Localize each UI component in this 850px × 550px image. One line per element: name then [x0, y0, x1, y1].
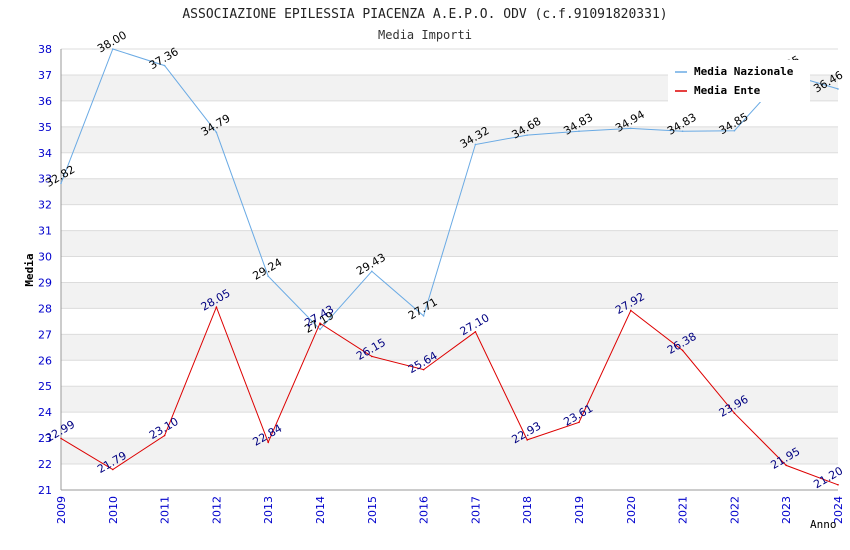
grid-bands: [60, 48, 838, 491]
y-tick-label: 24: [38, 406, 52, 419]
data-point: [371, 355, 373, 358]
data-point: [837, 484, 839, 486]
x-tick-label: 2012: [210, 496, 223, 524]
chart-title: ASSOCIAZIONE EPILESSIA PIACENZA A.E.P.O.…: [182, 7, 667, 22]
data-point: [267, 275, 270, 278]
x-tick-label: 2018: [521, 496, 534, 524]
data-point: [60, 437, 62, 440]
grid-band: [61, 386, 838, 413]
data-point: [163, 64, 166, 67]
y-tick-label: 32: [38, 199, 52, 212]
x-tick-label: 2022: [728, 496, 741, 524]
legend-label-nazionale: Media Nazionale: [694, 65, 794, 78]
x-tick-label: 2009: [55, 496, 68, 524]
x-tick-label: 2013: [262, 496, 275, 524]
series-layer: [60, 48, 839, 486]
grid-band: [61, 438, 838, 465]
y-tick-label: 28: [38, 302, 52, 315]
y-tick-label: 30: [38, 251, 52, 264]
data-point: [319, 322, 321, 324]
data-point: [60, 182, 62, 185]
data-point: [578, 421, 580, 424]
data-point: [630, 127, 632, 130]
data-point: [422, 315, 425, 317]
x-tick-label: 2011: [159, 496, 172, 524]
x-axis-ticks: 2009 2010 2011 2012 2013 2014 2015 2016 2017 2018…: [55, 496, 845, 524]
y-tick-label: 37: [38, 69, 52, 82]
series-line-1: [60, 305, 839, 486]
x-tick-label: 2010: [107, 496, 120, 524]
series-line-0: [60, 48, 839, 331]
y-axis-label: Media: [23, 253, 36, 286]
x-axis-label: Anno: [810, 518, 837, 531]
x-tick-label: 2017: [469, 496, 482, 524]
data-point: [267, 441, 270, 444]
x-tick-label: 2015: [366, 496, 379, 524]
data-point: [526, 439, 528, 441]
x-tick-label: 2023: [780, 496, 793, 524]
grid-band: [61, 282, 838, 309]
data-point: [319, 328, 321, 331]
x-tick-label: 2021: [677, 496, 690, 524]
legend-label-ente: Media Ente: [694, 84, 761, 97]
grid-band: [61, 334, 838, 361]
y-axis-ticks: 21 22 23 24 25 26 27 28 29 30 31 32 33 34 35 36 37 38: [38, 43, 52, 497]
data-point: [681, 130, 684, 133]
x-tick-label: 2024: [832, 496, 845, 524]
data-point: [578, 130, 580, 133]
data-point: [837, 88, 839, 90]
data-point: [215, 131, 218, 134]
y-tick-label: 26: [38, 354, 52, 367]
y-tick-label: 23: [38, 432, 52, 445]
y-tick-label: 35: [38, 121, 52, 134]
grid-band: [61, 178, 838, 205]
legend: Media Nazionale Media Ente: [668, 60, 810, 102]
y-tick-label: 34: [38, 147, 52, 160]
x-tick-label: 2014: [314, 496, 327, 524]
x-tick-label: 2019: [573, 496, 586, 524]
chart-subtitle: Media Importi: [378, 28, 472, 42]
data-point: [371, 270, 373, 273]
data-point: [681, 349, 684, 352]
data-point: [112, 468, 114, 471]
x-tick-label: 2016: [418, 496, 431, 524]
y-tick-label: 33: [38, 173, 52, 186]
data-point: [630, 309, 632, 312]
grid-band: [61, 230, 838, 257]
data-point: [112, 48, 114, 50]
data-point: [215, 306, 218, 308]
y-tick-label: 29: [38, 276, 52, 289]
x-tick-label: 2020: [625, 496, 638, 524]
data-point: [733, 129, 736, 132]
data-point: [474, 143, 477, 146]
y-tick-label: 21: [38, 484, 52, 497]
y-tick-label: 36: [38, 95, 52, 108]
y-tick-label: 27: [38, 328, 52, 341]
y-tick-label: 25: [38, 380, 52, 393]
data-point: [526, 134, 528, 136]
y-tick-label: 38: [38, 43, 52, 56]
y-tick-label: 22: [38, 458, 52, 471]
data-point: [733, 412, 736, 415]
data-point: [474, 330, 477, 333]
data-point: [422, 368, 425, 371]
y-tick-label: 31: [38, 225, 52, 238]
plot-area: [61, 49, 838, 490]
legend-box: [668, 60, 810, 102]
data-point: [785, 464, 787, 467]
data-point: [163, 434, 166, 437]
